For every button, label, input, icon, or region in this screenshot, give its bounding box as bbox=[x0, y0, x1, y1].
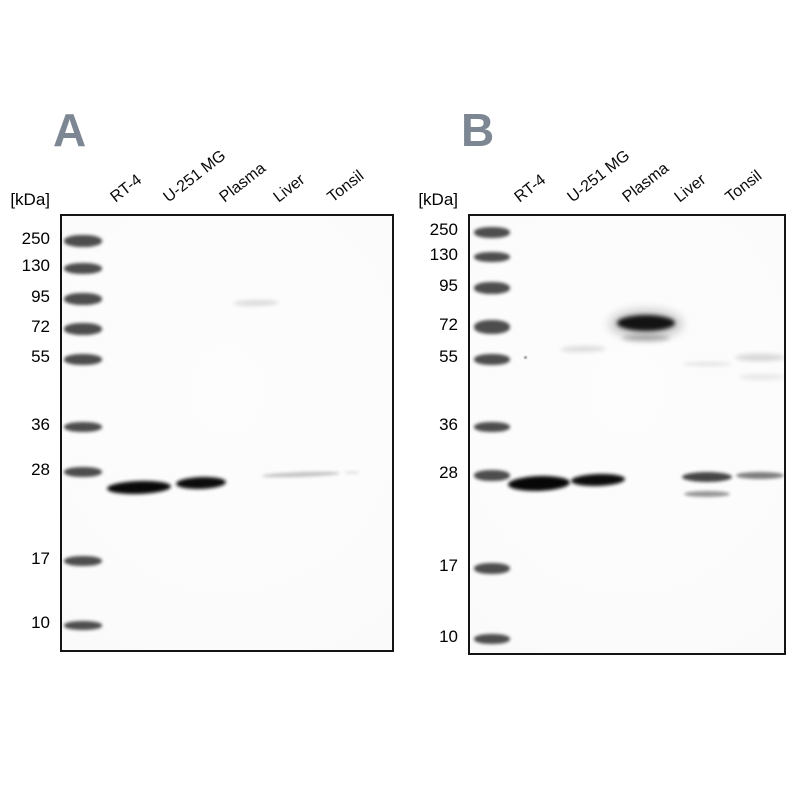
ladder-band-36-a bbox=[64, 422, 102, 432]
marker-label-55-a: 55 bbox=[31, 347, 50, 366]
marker-label-10-a: 10 bbox=[31, 613, 50, 632]
ladder-band-28-b bbox=[474, 469, 510, 481]
ladder-band-10-b bbox=[474, 634, 510, 644]
ladder-band-28-a bbox=[64, 467, 102, 477]
lane-label-liver-a: Liver bbox=[270, 171, 309, 206]
band-u-251-mg-27kda-b bbox=[570, 473, 626, 487]
marker-label-95-b: 95 bbox=[439, 276, 458, 295]
marker-label-250-a: 250 bbox=[21, 229, 50, 248]
marker-label-17-b: 17 bbox=[439, 556, 458, 575]
marker-label-130-b: 130 bbox=[429, 245, 458, 264]
lane-label-rt-4-a: RT-4 bbox=[107, 171, 146, 206]
marker-label-10-b: 10 bbox=[439, 627, 458, 646]
lane-label-plasma-a: Plasma bbox=[216, 159, 270, 206]
ladder-band-36-b bbox=[474, 422, 510, 432]
lane-label-tonsil-a: Tonsil bbox=[324, 167, 368, 206]
marker-label-250-b: 250 bbox=[429, 220, 458, 239]
ladder-band-250-b bbox=[474, 226, 510, 238]
lane-label-tonsil-b: Tonsil bbox=[722, 167, 766, 206]
band-tonsil-28kda-b bbox=[736, 471, 784, 479]
ladder-band-72-a bbox=[64, 323, 102, 335]
ladder-band-72-b bbox=[474, 320, 510, 334]
panel-b-letter: B bbox=[461, 104, 495, 156]
ladder-band-130-a bbox=[64, 262, 102, 274]
lane-label-liver-b: Liver bbox=[671, 171, 710, 206]
blot-membrane-b bbox=[468, 214, 786, 655]
ladder-band-10-a bbox=[64, 620, 102, 630]
blot-membrane-a bbox=[60, 214, 394, 652]
ladder-band-17-b bbox=[474, 562, 510, 574]
ladder-band-130-b bbox=[474, 252, 510, 262]
panel-a: A [kDa] 250 130 95 72 55 36 28 17 10 RT-4 U-251 MG… bbox=[10, 107, 394, 652]
band-tonsil-52kda-b bbox=[739, 374, 784, 380]
kda-unit-label-a: [kDa] bbox=[10, 190, 50, 209]
lane-label-u-251-mg-a: U-251 MG bbox=[160, 147, 230, 206]
ladder-band-95-b bbox=[474, 282, 510, 294]
panel-b: B [kDa] 250 130 95 72 55 36 28 17 10 RT-4 U-251 MG… bbox=[418, 107, 786, 655]
band-u-251-mg-60kda-b bbox=[559, 345, 607, 353]
band-liver-25kda-b bbox=[684, 491, 730, 497]
ladder-band-250-a bbox=[64, 235, 102, 247]
band-liver-55kda-b bbox=[682, 362, 732, 366]
band-rt-4-26kda-a bbox=[106, 479, 172, 495]
band-plasma-74kda-b bbox=[617, 315, 675, 331]
marker-label-36-b: 36 bbox=[439, 415, 458, 434]
marker-label-130-a: 130 bbox=[21, 256, 50, 275]
marker-label-28-b: 28 bbox=[439, 463, 458, 482]
band-liver-28kda-b bbox=[682, 472, 732, 482]
ladder-band-95-a bbox=[64, 293, 102, 305]
ladder-band-55-b bbox=[474, 353, 510, 365]
band-tonsil-56kda-b bbox=[735, 353, 784, 361]
marker-label-95-a: 95 bbox=[31, 287, 50, 306]
marker-label-72-a: 72 bbox=[31, 317, 50, 336]
lane-label-rt-4-b: RT-4 bbox=[511, 171, 550, 206]
band-tonsil-28kda-a bbox=[344, 470, 360, 474]
marker-label-36-a: 36 bbox=[31, 415, 50, 434]
band-u-251-mg-26kda-a bbox=[175, 476, 227, 490]
ladder-band-55-a bbox=[64, 353, 102, 365]
kda-unit-label-b: [kDa] bbox=[418, 190, 458, 209]
band-rt-4-27kda-b bbox=[507, 474, 571, 492]
marker-label-55-b: 55 bbox=[439, 347, 458, 366]
panel-a-letter: A bbox=[53, 104, 87, 156]
band-plasma-90kda-a bbox=[232, 299, 280, 307]
band-liver-28kda-a bbox=[261, 470, 341, 478]
band-plasma-70kda-b bbox=[622, 335, 670, 341]
lane-label-plasma-b: Plasma bbox=[619, 159, 673, 206]
marker-label-17-a: 17 bbox=[31, 549, 50, 568]
band-rt-4-speckkda-b bbox=[523, 355, 527, 359]
marker-label-28-a: 28 bbox=[31, 460, 50, 479]
ladder-band-17-a bbox=[64, 556, 102, 566]
marker-label-72-b: 72 bbox=[439, 315, 458, 334]
